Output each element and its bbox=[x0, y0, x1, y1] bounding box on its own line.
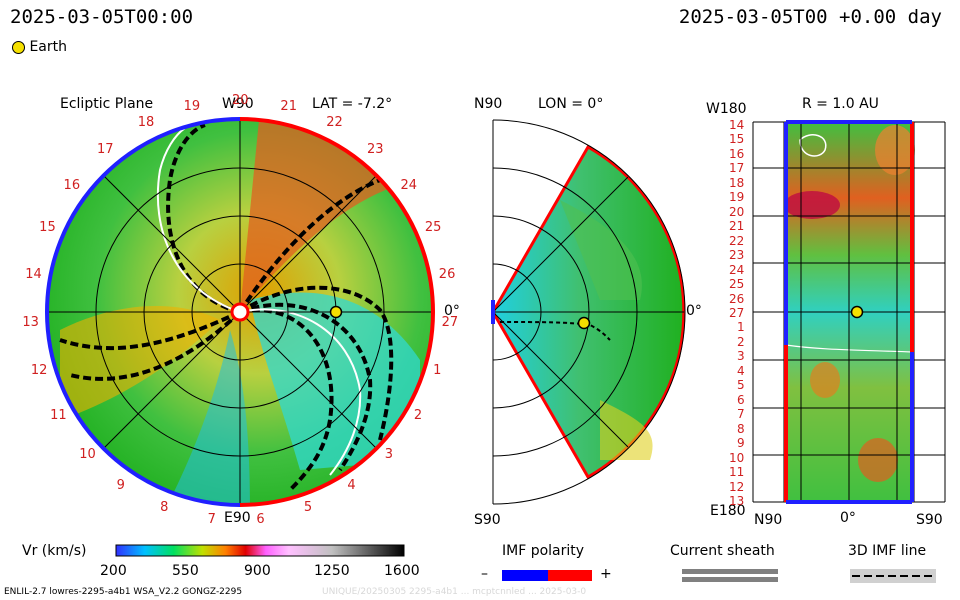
synoptic-y-label: 18 bbox=[729, 175, 745, 190]
ecliptic-rotation-number: 23 bbox=[366, 142, 384, 158]
imf-line-label: 3D IMF line bbox=[848, 543, 927, 559]
velocity-colorbar bbox=[115, 544, 405, 557]
ecliptic-rotation-number: 22 bbox=[326, 115, 343, 131]
ecliptic-rotation-number: 26 bbox=[438, 266, 456, 282]
synoptic-x-label-n90: N90 bbox=[754, 512, 783, 528]
synoptic-y-label: 24 bbox=[729, 262, 745, 277]
ecliptic-rotation-number: 2 bbox=[413, 408, 423, 423]
meridional-right-label: 0° bbox=[686, 303, 702, 319]
ecliptic-rotation-number: 11 bbox=[50, 408, 67, 423]
ecliptic-rotation-number: 16 bbox=[63, 177, 81, 193]
meridional-lon-label: LON = 0° bbox=[538, 96, 604, 112]
ecliptic-rotation-number: 27 bbox=[441, 315, 459, 331]
synoptic-y-label: 5 bbox=[737, 378, 745, 393]
watermark-text: UNIQUE/20250305 2295-a4b1 ... mcptcnnled… bbox=[322, 587, 587, 597]
left-datetime: 2025-03-05T00:00 bbox=[10, 6, 194, 28]
synoptic-y-label: 15 bbox=[729, 132, 745, 147]
colorbar-tick-1600: 1600 bbox=[384, 563, 420, 579]
colorbar-tick-900: 900 bbox=[244, 563, 271, 579]
imf-polarity-label: IMF polarity bbox=[502, 543, 585, 559]
synoptic-y-label: 22 bbox=[729, 233, 745, 248]
right-datetime: 2025-03-05T00 +0.00 day bbox=[678, 6, 942, 28]
ecliptic-rotation-number: 1 bbox=[433, 363, 442, 379]
ecliptic-rotation-number: 17 bbox=[97, 142, 114, 158]
synoptic-y-label: 8 bbox=[737, 421, 745, 436]
earth-marker-icon bbox=[12, 40, 25, 54]
ecliptic-rotation-number: 12 bbox=[30, 363, 48, 379]
synoptic-y-label: 2 bbox=[737, 334, 745, 349]
synoptic-top-left-label: W180 bbox=[706, 101, 747, 117]
ecliptic-rotation-number: 15 bbox=[39, 219, 56, 235]
colorbar-label: Vr (km/s) bbox=[22, 543, 87, 559]
synoptic-y-label: 26 bbox=[729, 291, 745, 306]
synoptic-y-label: 4 bbox=[737, 363, 745, 378]
ecliptic-rotation-number: 4 bbox=[347, 478, 356, 494]
current-sheath-label: Current sheath bbox=[670, 543, 775, 559]
synoptic-y-label: 6 bbox=[737, 392, 745, 407]
ecliptic-earth-marker bbox=[329, 305, 343, 319]
synoptic-x-label-s90: S90 bbox=[916, 512, 943, 528]
meridional-bottom-label: S90 bbox=[474, 512, 501, 528]
synoptic-y-label: 14 bbox=[729, 118, 745, 132]
ecliptic-rotation-number: 9 bbox=[116, 478, 125, 494]
ecliptic-rotation-number: 13 bbox=[22, 315, 39, 331]
synoptic-y-label: 7 bbox=[737, 407, 745, 422]
synoptic-y-label: 19 bbox=[729, 190, 745, 205]
synoptic-y-label: 25 bbox=[729, 277, 745, 292]
ecliptic-rotation-number: 24 bbox=[400, 177, 417, 193]
synoptic-x-label-zero: 0° bbox=[840, 510, 856, 526]
synoptic-y-label: 20 bbox=[729, 204, 745, 219]
synoptic-earth-marker bbox=[850, 305, 864, 319]
meridional-plane-plot bbox=[491, 119, 686, 505]
synoptic-y-label: 21 bbox=[729, 219, 745, 234]
ecliptic-rotation-number: 18 bbox=[137, 115, 155, 131]
earth-legend: Earth bbox=[12, 39, 67, 55]
ecliptic-rotation-number: 20 bbox=[232, 93, 249, 108]
ecliptic-lat-label: LAT = -7.2° bbox=[312, 96, 393, 112]
imf-minus-label: – bbox=[481, 566, 488, 582]
ecliptic-rotation-number: 8 bbox=[160, 500, 169, 516]
synoptic-y-label: 11 bbox=[729, 465, 745, 480]
colorbar-tick-1250: 1250 bbox=[314, 563, 350, 579]
ecliptic-rotation-number: 14 bbox=[25, 266, 42, 282]
current-sheath-swatch bbox=[682, 569, 778, 574]
ecliptic-title: Ecliptic Plane bbox=[60, 96, 154, 112]
imf-plus-label: + bbox=[600, 566, 612, 582]
colorbar-tick-200: 200 bbox=[100, 563, 127, 579]
synoptic-y-label: 9 bbox=[737, 436, 745, 451]
ecliptic-rotation-number: 7 bbox=[207, 511, 216, 527]
ecliptic-rotation-number: 10 bbox=[79, 447, 96, 463]
meridional-top-label: N90 bbox=[474, 96, 503, 112]
meridional-earth-marker bbox=[577, 316, 591, 330]
synoptic-y-label: 27 bbox=[729, 306, 745, 320]
synoptic-y-label: 3 bbox=[737, 349, 745, 364]
synoptic-bottom-left-label: E180 bbox=[710, 503, 746, 519]
model-info: ENLIL-2.7 lowres-2295-a4b1 WSA_V2.2 GONG… bbox=[4, 587, 243, 597]
synoptic-y-label: 12 bbox=[729, 479, 745, 494]
synoptic-y-label: 16 bbox=[729, 146, 745, 161]
colorbar-tick-550: 550 bbox=[172, 563, 199, 579]
ecliptic-rotation-number: 25 bbox=[424, 219, 442, 235]
synoptic-y-label: 13 bbox=[729, 494, 745, 508]
earth-label: Earth bbox=[29, 39, 67, 55]
imf-negative-swatch bbox=[502, 570, 548, 581]
ecliptic-bottom-label: E90 bbox=[224, 510, 251, 526]
ecliptic-rotation-number: 5 bbox=[303, 500, 313, 516]
ecliptic-rotation-number: 19 bbox=[183, 98, 201, 114]
ecliptic-rotation-number: 21 bbox=[280, 98, 297, 114]
imf-positive-swatch bbox=[548, 570, 592, 581]
ecliptic-plane-plot bbox=[45, 117, 435, 507]
synoptic-y-label: 1 bbox=[737, 320, 745, 335]
synoptic-title: R = 1.0 AU bbox=[802, 96, 879, 112]
ecliptic-right-label: 0° bbox=[444, 303, 460, 319]
synoptic-y-label: 23 bbox=[729, 248, 745, 263]
ecliptic-rotation-number: 6 bbox=[256, 511, 265, 527]
synoptic-y-label: 17 bbox=[729, 161, 745, 176]
ecliptic-rotation-number: 3 bbox=[384, 447, 394, 463]
synoptic-map-plot bbox=[752, 120, 946, 504]
synoptic-y-label: 10 bbox=[729, 450, 745, 465]
ecliptic-top-label: W90 bbox=[222, 96, 254, 112]
